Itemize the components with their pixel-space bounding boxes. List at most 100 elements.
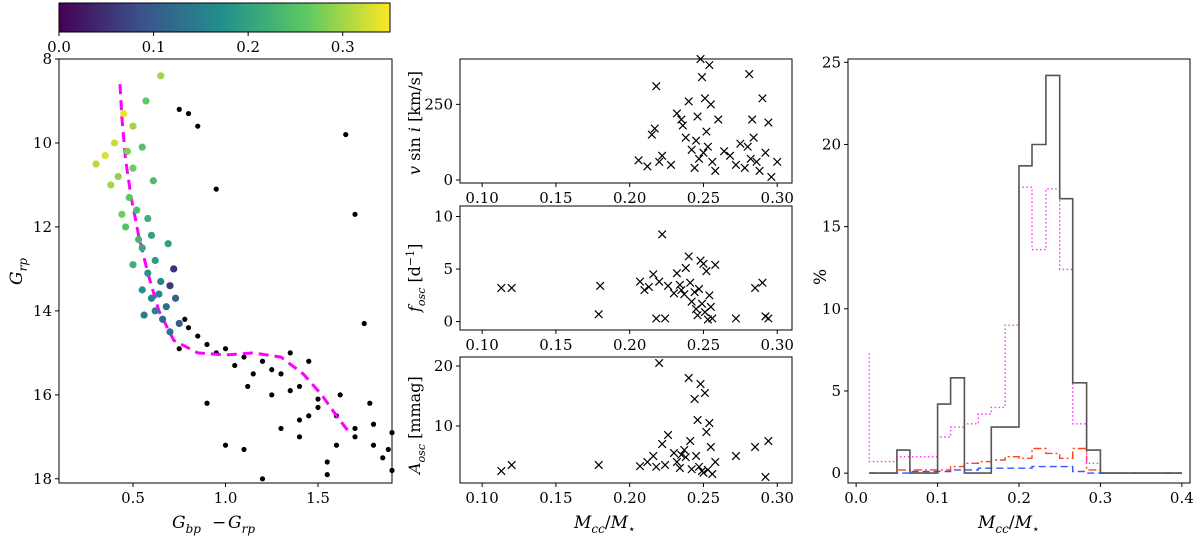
- axis-label: Mcc/M⋆: [977, 513, 1040, 536]
- data-point: [241, 354, 247, 360]
- data-point: [773, 157, 782, 167]
- data-point: [278, 425, 284, 432]
- data-point: [162, 303, 170, 311]
- axis-label: Grp: [228, 513, 255, 536]
- data-point: [259, 358, 266, 364]
- axis-label-main: G: [7, 271, 27, 285]
- data-point: [764, 314, 773, 323]
- y-tick-label: 0: [443, 171, 453, 189]
- data-point: [660, 460, 670, 470]
- x-tick-label: 0.10: [465, 489, 498, 507]
- y-tick-label: 10: [434, 208, 453, 226]
- data-point: [693, 112, 702, 121]
- data-point: [175, 319, 183, 328]
- data-point: [699, 148, 708, 157]
- data-point: [680, 290, 689, 299]
- data-point: [649, 270, 658, 279]
- data-point: [232, 362, 238, 369]
- data-point: [696, 54, 705, 64]
- axis-label: Grp: [7, 258, 30, 285]
- data-point: [213, 186, 219, 192]
- histogram-panel: 0.0 0.1 0.2 0.3 0.4 0 5 10 15 20 25% Mcc/M⋆: [811, 53, 1194, 536]
- x-tick-label: 0.30: [761, 189, 794, 207]
- data-point: [287, 388, 293, 394]
- data-point: [643, 162, 652, 171]
- data-point: [694, 462, 704, 472]
- x-tick-label: 0.20: [613, 489, 646, 507]
- data-point: [678, 121, 688, 130]
- data-point: [758, 94, 767, 103]
- data-point: [660, 314, 670, 323]
- data-point: [702, 127, 711, 136]
- y-tick-label: 15: [822, 218, 841, 236]
- data-point: [706, 442, 716, 452]
- x-tick-label: 0.2: [1007, 489, 1031, 507]
- series-line: [869, 74, 1182, 474]
- data-point: [708, 157, 717, 167]
- data-point: [634, 156, 643, 165]
- data-point: [672, 109, 682, 118]
- x-tick-label: 1.0: [214, 489, 238, 507]
- data-point: [684, 373, 693, 383]
- x-tick-label: 0.10: [465, 336, 498, 354]
- data-point: [691, 451, 701, 461]
- data-point: [195, 333, 201, 339]
- x-tick-label: 0.20: [613, 336, 646, 354]
- data-point: [703, 142, 713, 151]
- data-point: [669, 448, 679, 458]
- data-point: [250, 371, 256, 377]
- data-point: [706, 100, 716, 109]
- axis-label: %: [811, 269, 831, 285]
- data-point: [151, 256, 159, 265]
- data-point: [693, 311, 702, 320]
- data-point: [731, 451, 741, 461]
- data-point: [675, 280, 685, 290]
- x-tick-label: 0.20: [613, 189, 646, 207]
- colorbar-tick-label: 0.0: [47, 38, 71, 56]
- data-point: [107, 181, 115, 189]
- data-point: [644, 282, 654, 292]
- data-point: [750, 283, 760, 293]
- data-point: [595, 281, 605, 291]
- axis-label: −: [212, 513, 226, 533]
- x-tick-label: 0.25: [687, 489, 720, 507]
- y-tick-label: 8: [42, 50, 52, 68]
- data-point: [134, 235, 143, 244]
- data-point: [666, 160, 676, 170]
- data-point: [731, 314, 741, 323]
- x-tick-label: 0.15: [539, 336, 572, 354]
- data-point: [114, 172, 122, 181]
- data-point: [133, 206, 141, 214]
- data-point: [743, 142, 752, 151]
- data-point: [144, 214, 152, 223]
- data-point: [185, 110, 192, 117]
- data-point: [389, 430, 395, 436]
- data-point: [138, 286, 146, 294]
- data-point: [306, 358, 312, 364]
- data-point: [702, 266, 711, 276]
- data-point: [767, 172, 776, 182]
- axis-label-main: G: [172, 513, 186, 533]
- data-point: [764, 118, 773, 127]
- data-point: [684, 97, 693, 106]
- data-point: [129, 261, 137, 269]
- data-point: [654, 277, 664, 286]
- data-point: [663, 430, 673, 440]
- data-point: [750, 442, 760, 452]
- colorbar-tick-label: 0.2: [236, 38, 260, 56]
- data-point: [680, 445, 689, 455]
- data-point: [699, 468, 708, 478]
- data-point: [654, 157, 664, 167]
- data-point: [713, 115, 723, 124]
- data-point: [157, 277, 165, 286]
- data-point: [652, 462, 661, 472]
- data-point: [370, 421, 377, 427]
- data-point: [166, 328, 174, 336]
- x-tick-label: 0.3: [1088, 489, 1112, 507]
- y-tick-label: 5: [831, 382, 841, 400]
- data-point: [690, 287, 699, 297]
- axis-label: Gbp: [172, 513, 201, 536]
- colorbar-tick-label: 0.1: [142, 38, 166, 56]
- y-tick-label: 10: [33, 134, 52, 152]
